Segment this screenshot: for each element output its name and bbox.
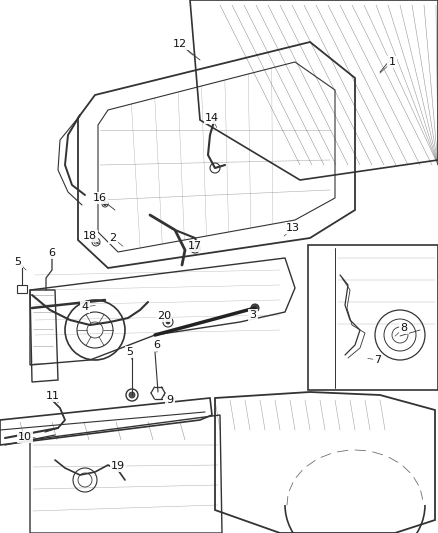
Text: 10: 10 [18,432,32,442]
Text: 11: 11 [46,391,60,401]
Circle shape [190,243,200,253]
Circle shape [103,203,106,206]
Circle shape [163,317,173,327]
Text: 5: 5 [14,257,21,267]
Text: 9: 9 [166,395,173,405]
Circle shape [126,389,138,401]
Text: 2: 2 [110,233,117,243]
Circle shape [210,163,220,173]
Text: 13: 13 [286,223,300,233]
Text: 6: 6 [49,248,56,258]
Circle shape [102,201,108,207]
Text: 12: 12 [173,39,187,49]
Circle shape [192,246,198,251]
Circle shape [92,238,100,246]
Circle shape [129,392,135,398]
Bar [17,285,27,293]
Circle shape [251,304,259,312]
Circle shape [166,320,170,324]
Text: 18: 18 [83,231,97,241]
Text: 1: 1 [389,57,396,67]
Circle shape [87,322,103,338]
Text: 16: 16 [93,193,107,203]
Text: 4: 4 [81,302,88,312]
Text: 14: 14 [205,113,219,123]
Text: 5: 5 [127,347,134,357]
Text: 3: 3 [250,310,257,320]
Circle shape [392,327,408,343]
Circle shape [78,473,92,487]
Text: 6: 6 [153,340,160,350]
Text: 7: 7 [374,355,381,365]
Text: 20: 20 [157,311,171,321]
Text: 8: 8 [400,323,408,333]
Text: 17: 17 [188,241,202,251]
Text: 19: 19 [111,461,125,471]
